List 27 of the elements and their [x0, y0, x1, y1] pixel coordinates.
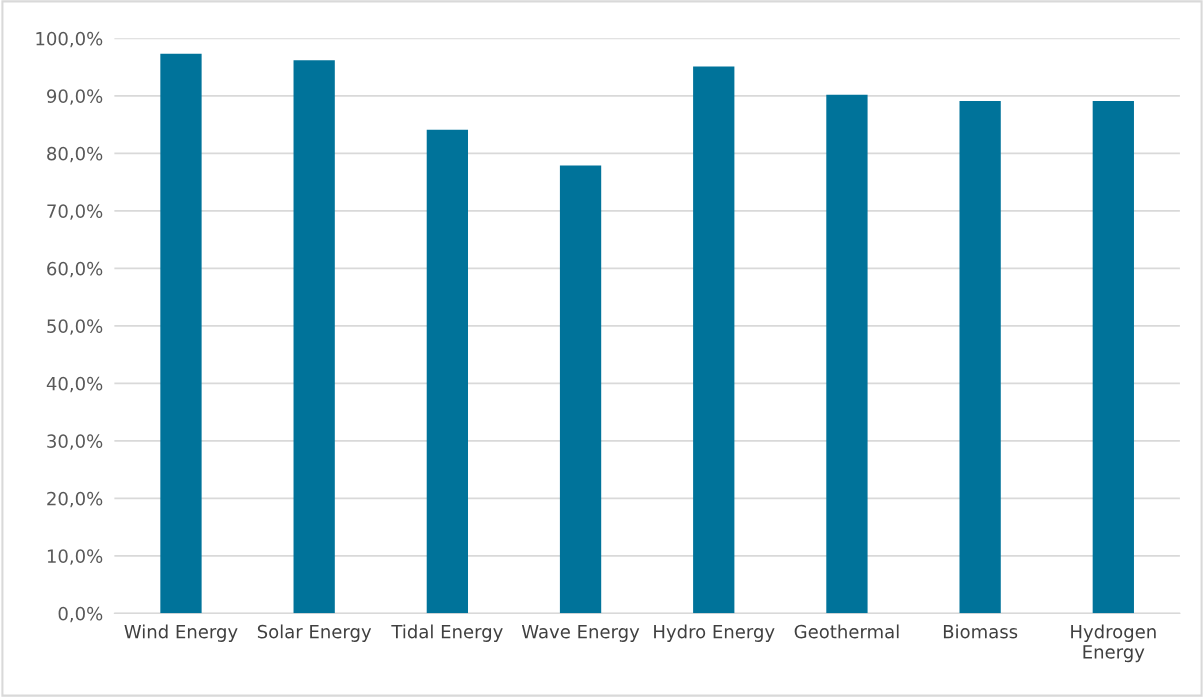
y-tick-label: 90,0%: [47, 89, 103, 105]
x-tick-label: Wave Energy: [521, 625, 640, 642]
bar: [1092, 101, 1134, 614]
x-tick-label: Wind Energy: [124, 624, 238, 642]
y-tick-label: 0,0%: [58, 606, 103, 623]
y-tick-label: 70,0%: [47, 204, 103, 220]
bar: [959, 101, 1001, 614]
x-tick-label: Hydro Energy: [654, 624, 775, 642]
bar: [693, 66, 735, 614]
x-tick-label: Hydrogen Energy: [1071, 624, 1156, 663]
bar: [160, 53, 202, 614]
y-tick-label: 30,0%: [47, 434, 103, 450]
bar: [826, 94, 868, 614]
y-tick-label: 40,0%: [46, 376, 103, 393]
x-tick-label: Solar Energy: [257, 624, 372, 642]
bar: [559, 165, 602, 614]
y-tick-label: 50,0%: [47, 319, 103, 335]
x-tick-label: Tidal Energy: [391, 624, 503, 642]
y-tick-label: 100,0%: [36, 31, 103, 48]
x-tick-label: Geothermal: [794, 624, 899, 639]
bar: [293, 60, 335, 614]
y-tick-label: 80,0%: [47, 146, 103, 163]
x-tick-label: Biomass: [943, 624, 1018, 639]
bar: [426, 129, 469, 614]
y-tick-label: 10,0%: [47, 549, 103, 565]
y-tick-label: 60,0%: [47, 261, 103, 278]
y-tick-label: 20,0%: [47, 491, 103, 508]
